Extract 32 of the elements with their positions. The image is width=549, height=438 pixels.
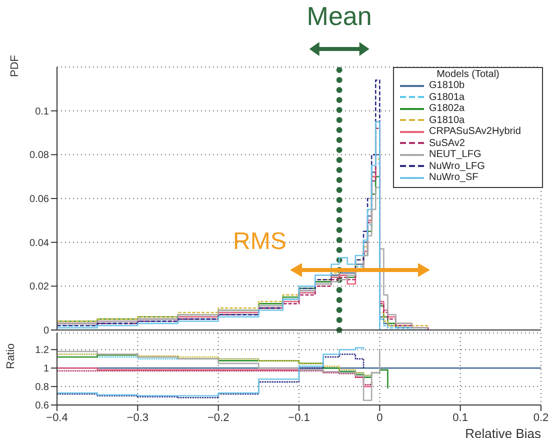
y-axis-title: PDF bbox=[8, 54, 21, 77]
y-tick-label: 0 bbox=[43, 326, 50, 337]
x-axis-title: Relative Bias bbox=[465, 426, 542, 438]
y-tick-label: 0.1 bbox=[35, 106, 50, 118]
legend-label: NuWro_SF bbox=[429, 172, 478, 184]
y-tick-label: 0.02 bbox=[30, 282, 50, 293]
legend-label: G1810a bbox=[429, 114, 465, 126]
y-tick-label: 0.6 bbox=[35, 400, 50, 412]
y-tick-label: 0.8 bbox=[35, 382, 50, 394]
x-tick-label: −0.1 bbox=[288, 412, 310, 424]
x-tick-label: −0.4 bbox=[46, 412, 68, 424]
x-tick-label: −0.2 bbox=[207, 412, 230, 424]
y-tick-label: 1 bbox=[43, 364, 50, 375]
ref-line-label: Mean bbox=[306, 1, 372, 31]
x-tick-label: 0 bbox=[376, 412, 383, 424]
y-tick-label: 1.2 bbox=[35, 345, 50, 356]
annotation: RMS bbox=[233, 228, 286, 256]
x-tick-label: −0.3 bbox=[126, 412, 149, 424]
legend-label: SuSAv2 bbox=[429, 138, 465, 149]
legend-label: G1801a bbox=[429, 92, 465, 103]
legend-label: CRPASuSAv2Hybrid bbox=[429, 126, 521, 138]
x-tick-label: 0.2 bbox=[533, 412, 549, 424]
y-tick-label: 0.06 bbox=[30, 194, 50, 206]
legend-label: NEUT_LFG bbox=[429, 149, 482, 160]
legend-label: G1810b bbox=[429, 80, 465, 92]
legend-label: G1802a bbox=[429, 103, 465, 114]
y-tick-label: 0.04 bbox=[30, 238, 50, 249]
y-axis-title: Ratio bbox=[4, 343, 17, 369]
x-tick-label: 0.1 bbox=[452, 412, 468, 424]
legend-title: Models (Total) bbox=[436, 69, 500, 80]
y-tick-label: 0.08 bbox=[30, 150, 50, 162]
legend-label: NuWro_LFG bbox=[429, 160, 485, 172]
